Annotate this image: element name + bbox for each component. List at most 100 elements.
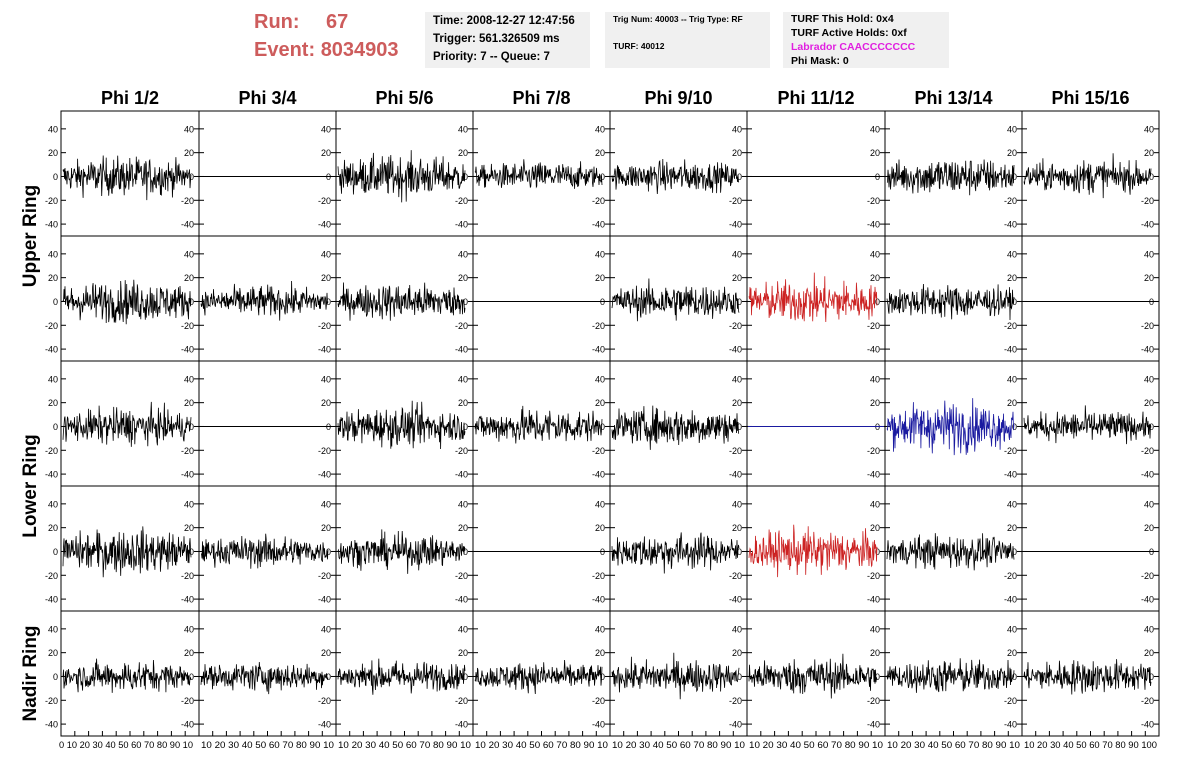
y-tick-label: 40	[321, 124, 331, 134]
y-tick-label: -20	[1141, 571, 1154, 581]
column-title: Phi 9/10	[644, 88, 712, 108]
y-tick-label: -40	[181, 345, 194, 355]
phi-mask-text: Phi Mask: 0	[791, 55, 849, 67]
y-tick-label: -40	[867, 595, 880, 605]
run-label: Run:	[254, 11, 300, 33]
y-tick-label: -20	[45, 571, 58, 581]
y-tick-label: 40	[595, 249, 605, 259]
y-tick-label: 40	[458, 499, 468, 509]
run-value: 67	[326, 11, 349, 33]
y-tick-label: 20	[870, 523, 880, 533]
turf-active-text: TURF Active Holds: 0xf	[791, 27, 907, 39]
column-title: Phi 1/2	[101, 88, 159, 108]
y-tick-label: 0	[189, 422, 194, 432]
y-tick-label: -40	[1141, 720, 1154, 730]
y-tick-label: -40	[1004, 470, 1017, 480]
y-tick-label: 0	[600, 672, 605, 682]
y-tick-label: 0	[53, 547, 58, 557]
waveform-trace	[1023, 153, 1152, 199]
y-tick-label: 0	[737, 547, 742, 557]
ring-label: Lower Ring	[20, 434, 41, 537]
waveform-trace	[611, 278, 740, 322]
y-tick-label: 0	[737, 672, 742, 682]
y-tick-label: 20	[48, 398, 58, 408]
waveform-trace	[337, 658, 466, 695]
y-tick-label: -40	[181, 470, 194, 480]
panel-frame	[198, 485, 337, 612]
waveform-trace	[886, 533, 1015, 571]
y-tick-label: -20	[455, 446, 468, 456]
panel-frame	[746, 110, 886, 237]
y-tick-label: 0	[737, 297, 742, 307]
y-tick-label: -40	[455, 595, 468, 605]
waveform-trace	[1023, 405, 1152, 445]
y-tick-label: -40	[181, 595, 194, 605]
waveform-trace	[748, 524, 878, 578]
y-tick-label: -40	[592, 720, 605, 730]
y-tick-label: -40	[592, 345, 605, 355]
y-tick-label: -20	[455, 321, 468, 331]
y-tick-label: -40	[1141, 595, 1154, 605]
y-tick-label: 20	[48, 648, 58, 658]
y-tick-label: 20	[184, 148, 194, 158]
y-tick-label: 0	[326, 547, 331, 557]
waveform-trace	[62, 526, 192, 578]
y-tick-label: 20	[595, 148, 605, 158]
y-tick-label: -20	[318, 696, 331, 706]
y-tick-label: 20	[458, 148, 468, 158]
y-tick-label: -20	[45, 696, 58, 706]
y-tick-label: 20	[184, 648, 194, 658]
y-tick-label: 40	[458, 124, 468, 134]
turf-hold-text: TURF This Hold: 0x4	[791, 13, 894, 25]
y-tick-label: -40	[592, 595, 605, 605]
y-tick-label: 20	[321, 523, 331, 533]
y-tick-label: 0	[189, 297, 194, 307]
y-tick-label: 40	[1007, 499, 1017, 509]
y-tick-label: 20	[595, 398, 605, 408]
waveform-trace	[200, 661, 329, 695]
y-tick-label: 20	[321, 273, 331, 283]
y-tick-label: 40	[595, 124, 605, 134]
x-tick-label: 10 20 30 40 50 60 70 80 90 10	[612, 740, 745, 751]
waveform-trace	[886, 159, 1015, 196]
y-tick-label: 0	[53, 422, 58, 432]
y-tick-label: -40	[45, 595, 58, 605]
y-tick-label: -40	[318, 595, 331, 605]
y-tick-label: 20	[184, 398, 194, 408]
y-tick-label: -40	[1004, 595, 1017, 605]
y-tick-label: 40	[1007, 124, 1017, 134]
y-tick-label: 40	[48, 374, 58, 384]
y-tick-label: 0	[326, 672, 331, 682]
column-title: Phi 5/6	[375, 88, 433, 108]
y-tick-label: 20	[732, 523, 742, 533]
y-tick-label: 40	[321, 499, 331, 509]
y-tick-label: -20	[1004, 196, 1017, 206]
y-tick-label: -40	[1004, 220, 1017, 230]
y-tick-label: 0	[463, 172, 468, 182]
y-tick-label: 40	[184, 624, 194, 634]
y-tick-label: 40	[870, 499, 880, 509]
y-tick-label: 40	[870, 374, 880, 384]
y-tick-label: -40	[1141, 345, 1154, 355]
y-tick-label: 20	[732, 148, 742, 158]
panel-frame	[198, 610, 337, 737]
waveform-trace	[611, 532, 740, 574]
y-tick-label: 20	[184, 273, 194, 283]
turf-info-box: TURF This Hold: 0x4 TURF Active Holds: 0…	[783, 12, 949, 68]
y-tick-label: 0	[1012, 297, 1017, 307]
x-tick-label: 10 20 30 40 50 60 70 80 90 10	[887, 740, 1020, 751]
y-tick-label: -20	[318, 321, 331, 331]
y-tick-label: 20	[1007, 398, 1017, 408]
y-tick-label: -20	[729, 196, 742, 206]
waveform-trace	[474, 659, 603, 695]
y-tick-label: -20	[867, 446, 880, 456]
y-tick-label: -20	[867, 696, 880, 706]
waveform-trace	[62, 401, 192, 447]
y-tick-label: -40	[729, 720, 742, 730]
event-value: 8034903	[320, 39, 399, 61]
y-tick-label: 40	[184, 499, 194, 509]
x-tick-label: 10 20 30 40 50 60 70 80 90 10	[475, 740, 608, 751]
y-tick-label: 0	[1149, 422, 1154, 432]
y-tick-label: 40	[1144, 249, 1154, 259]
y-tick-label: 0	[875, 297, 880, 307]
